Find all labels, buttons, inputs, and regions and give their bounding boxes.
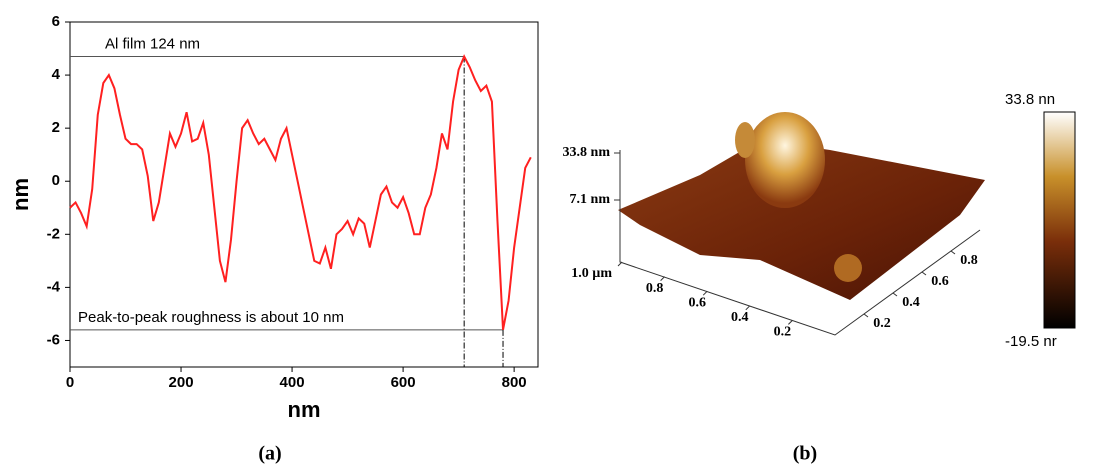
colorbar-label: -19.5 nr [1005,333,1057,350]
y-tick-label: 0.8 [960,253,978,268]
y-tick-label: 0.6 [931,274,949,289]
y-tick-label: -2 [47,225,60,242]
y-tick-label: 4 [52,66,61,83]
x-tick-label: 600 [391,374,416,391]
x-tick-label: 0.2 [774,325,792,340]
colorbar [1043,111,1076,329]
y-tick [863,313,869,318]
x-tick-label: 0.8 [646,281,664,296]
panel-label: (a) [258,443,281,465]
y-tick [921,271,927,276]
y-tick-label: -6 [47,331,60,348]
y-tick-label: 0.4 [902,295,920,310]
y-tick-label: 2 [52,119,60,136]
y-tick-label: 0 [52,172,60,189]
x-axis-label: nm [288,397,321,422]
annotation: Al film 124 nm [105,35,200,52]
x-tick-label: 0.6 [688,295,706,310]
y-tick [892,292,898,297]
y-tick-label: -4 [47,278,61,295]
y-tick-label: 6 [52,13,60,30]
x-tick [660,276,665,281]
annotation: Peak-to-peak roughness is about 10 nm [78,309,344,326]
y-tick [950,250,956,255]
z-tick-label: 7.1 nm [570,192,611,207]
x-tick [788,320,793,325]
plot-frame [69,21,539,368]
x-tick-label: 1.0 µm [571,266,612,281]
colorbar-label: 33.8 nn [1005,91,1055,108]
x-tick [617,261,623,267]
x-tick-label: 200 [169,374,194,391]
y-axis-label: nm [8,178,33,211]
x-tick-label: 0 [66,374,74,391]
panel-label: (b) [793,443,817,465]
x-tick [702,290,708,296]
data-line [69,54,532,331]
y-tick-label: 0.2 [873,316,891,331]
z-tick-label: 33.8 nm [563,145,611,160]
x-tick [745,305,751,311]
x-tick-label: 400 [280,374,305,391]
x-tick-label: 0.4 [731,310,749,325]
x-tick-label: 800 [502,374,527,391]
surface-image [618,112,985,336]
